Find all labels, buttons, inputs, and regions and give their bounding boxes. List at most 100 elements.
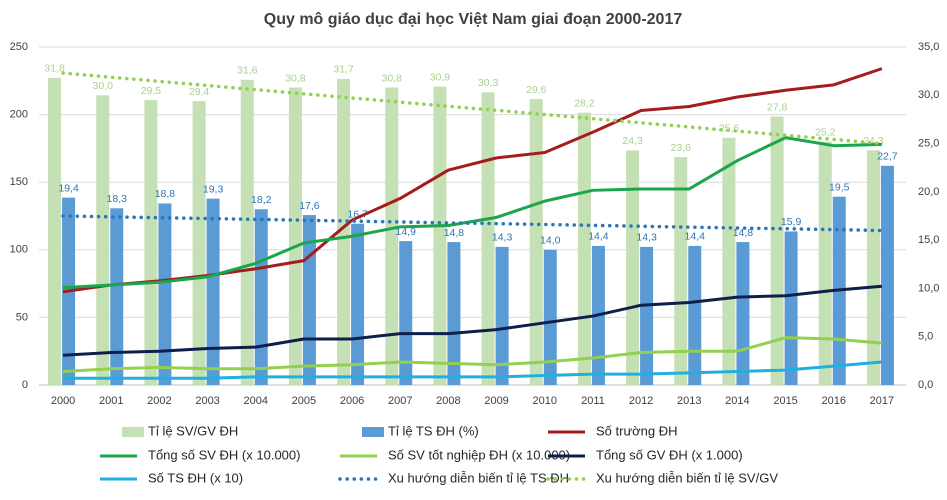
x-tick-label: 2006	[340, 395, 364, 407]
bar	[240, 79, 254, 385]
x-tick-label: 2002	[147, 395, 171, 407]
y2-tick-label: 25,0	[918, 137, 939, 149]
x-tick-label: 2016	[822, 395, 846, 407]
value-label: 27,8	[767, 101, 788, 113]
bar	[192, 101, 206, 385]
value-label: 31,6	[237, 65, 258, 77]
value-label: 29,4	[189, 86, 210, 98]
bar	[577, 112, 591, 385]
bar	[48, 77, 62, 385]
x-tick-label: 2015	[773, 395, 797, 407]
x-tick-label: 2010	[533, 395, 557, 407]
value-label: 14,3	[636, 232, 657, 244]
legend-label: Số SV tốt nghiệp ĐH (x 10.000)	[388, 447, 570, 462]
legend-label: Số TS ĐH (x 10)	[148, 470, 243, 485]
value-label: 15,9	[781, 216, 802, 228]
bar	[433, 86, 447, 385]
x-tick-label: 2003	[195, 395, 219, 407]
y2-tick-label: 5,0	[918, 331, 933, 343]
bar	[158, 203, 172, 385]
value-label: 14,9	[396, 226, 417, 238]
value-label: 28,2	[574, 97, 595, 109]
value-label: 17,6	[299, 200, 320, 212]
y-tick-label: 200	[10, 109, 28, 121]
value-label: 29,6	[526, 84, 547, 96]
value-label: 31,8	[44, 63, 65, 75]
bar	[351, 223, 365, 385]
y-tick-label: 50	[16, 311, 28, 323]
value-label: 18,2	[251, 194, 272, 206]
value-label: 19,4	[58, 182, 79, 194]
x-tick-label: 2007	[388, 395, 412, 407]
bar	[688, 245, 702, 385]
x-tick-label: 2017	[870, 395, 894, 407]
value-label: 14,4	[685, 231, 706, 243]
bar	[866, 150, 880, 385]
bar	[481, 92, 495, 385]
bar	[736, 242, 750, 385]
line	[62, 136, 882, 290]
legend-label: Tổng số SV ĐH (x 10.000)	[148, 447, 300, 462]
line	[63, 360, 883, 380]
x-tick-label: 2004	[244, 395, 268, 407]
line	[62, 67, 883, 294]
value-label: 14,0	[540, 235, 561, 247]
value-label: 29,5	[141, 85, 162, 97]
y2-tick-label: 30,0	[918, 89, 939, 101]
y2-tick-label: 15,0	[918, 234, 939, 246]
value-label: 19,3	[203, 183, 224, 195]
legend-swatch	[122, 427, 144, 437]
x-tick-label: 2009	[484, 395, 508, 407]
bar	[880, 165, 894, 385]
bar	[288, 87, 302, 385]
x-tick-label: 2013	[677, 395, 701, 407]
value-label: 31,7	[333, 64, 354, 76]
bar	[818, 141, 832, 385]
bar	[385, 87, 399, 385]
value-label: 14,3	[492, 232, 513, 244]
bar	[529, 99, 543, 386]
bar	[206, 198, 220, 385]
value-label: 14,8	[733, 227, 754, 239]
bar	[96, 95, 110, 386]
value-label: 30,0	[93, 80, 114, 92]
bar	[543, 249, 557, 385]
legend-label: Xu hướng diễn biến tỉ lệ TS ĐH	[388, 470, 569, 485]
value-label: 14,8	[444, 227, 465, 239]
legend-label: Tổng số GV ĐH (x 1.000)	[596, 447, 743, 462]
bar	[770, 116, 784, 385]
trend-line	[61, 71, 884, 146]
value-label: 14,4	[588, 231, 609, 243]
y2-tick-label: 10,0	[918, 282, 939, 294]
y-tick-label: 150	[10, 176, 28, 188]
y-tick-label: 100	[10, 244, 28, 256]
x-tick-label: 2000	[51, 395, 75, 407]
y-tick-label: 250	[10, 41, 28, 53]
legend-label: Tỉ lệ SV/GV ĐH	[148, 423, 238, 438]
bar	[254, 209, 268, 385]
x-tick-label: 2014	[725, 395, 749, 407]
bar	[144, 100, 158, 385]
line	[62, 336, 883, 373]
x-tick-label: 2012	[629, 395, 653, 407]
bar	[674, 157, 688, 385]
bar	[640, 246, 654, 385]
x-tick-label: 2005	[292, 395, 316, 407]
y2-tick-label: 0,0	[918, 379, 933, 391]
x-tick-label: 2008	[436, 395, 460, 407]
legend-label: Xu hướng diễn biến tỉ lệ SV/GV	[596, 470, 778, 485]
bar	[447, 242, 461, 385]
x-tick-label: 2011	[581, 395, 605, 407]
legend-label: Tỉ lệ TS ĐH (%)	[388, 423, 479, 438]
value-label: 30,9	[430, 71, 451, 83]
x-tick-label: 2001	[99, 395, 123, 407]
value-label: 18,3	[107, 193, 128, 205]
bar	[399, 241, 413, 385]
value-label: 30,8	[285, 72, 306, 84]
bar	[626, 150, 640, 385]
value-label: 19,5	[829, 181, 850, 193]
value-label: 22,7	[877, 151, 898, 163]
bar	[722, 137, 736, 385]
bar	[784, 231, 798, 385]
